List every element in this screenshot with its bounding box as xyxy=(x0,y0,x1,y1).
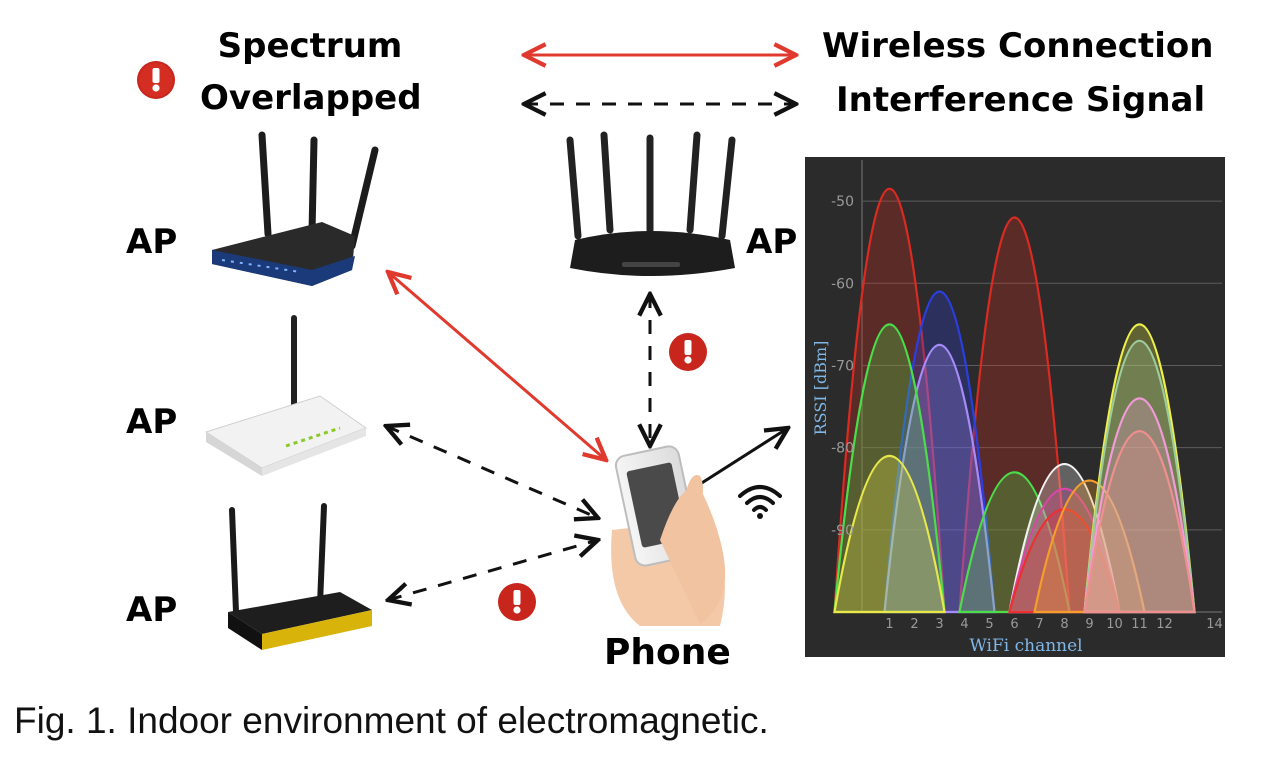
chart-channel-curve xyxy=(833,188,946,614)
chart-x-tick-label: 6 xyxy=(1010,617,1018,632)
warning-icon xyxy=(137,61,175,99)
wifi-icon xyxy=(738,485,782,519)
chart-channel-curve xyxy=(1083,397,1196,614)
chart-y-tick-label: -80 xyxy=(831,441,854,457)
phone-icon xyxy=(611,445,726,626)
chart-y-tick-label: -90 xyxy=(831,523,854,539)
chart-channel-curve xyxy=(1008,487,1121,614)
chart-channel-curve xyxy=(1083,339,1196,614)
chart-background xyxy=(805,157,1225,657)
chart-x-tick-label: 3 xyxy=(935,617,943,632)
warning-icon xyxy=(498,583,536,621)
interference-arrow-bottom-ap xyxy=(388,540,598,600)
chart-x-tick-label: 14 xyxy=(1206,617,1223,632)
legend-interference-signal: Interference Signal xyxy=(836,80,1206,120)
chart-x-tick-label: 12 xyxy=(1156,617,1173,632)
chart-x-tick-label: 7 xyxy=(1035,617,1043,632)
chart-x-tick-label: 8 xyxy=(1060,617,1068,632)
chart-x-axis-label: WiFi channel xyxy=(969,636,1082,656)
chart-x-tick-label: 9 xyxy=(1085,617,1093,632)
chart-x-tick-label: 5 xyxy=(985,617,993,632)
chart-channel-curve xyxy=(1008,463,1121,614)
legend-spectrum-line2: Overlapped xyxy=(200,78,422,118)
chart-y-tick-label: -60 xyxy=(831,276,854,292)
chart-x-tick-label: 11 xyxy=(1131,617,1148,632)
ap-label-top-center: AP xyxy=(746,222,798,262)
spectrum-chart: -50-60-70-80-901 2 3 4 5 6 7 8 9 10 11 12 14 WiFi ch… xyxy=(805,157,1225,657)
chart-x-tick-label: 2 xyxy=(910,617,918,632)
chart-x-tick-label: 1 xyxy=(885,617,893,632)
phone-label: Phone xyxy=(604,632,731,673)
chart-x-tick-label: 10 xyxy=(1106,617,1123,632)
chart-channel-curve xyxy=(883,343,996,614)
wireless-connection-arrow xyxy=(388,272,606,460)
chart-channel-curve xyxy=(833,454,946,614)
router-icon xyxy=(566,131,736,276)
chart-channel-curve xyxy=(1083,430,1196,614)
chart-x-tick-label: 4 xyxy=(960,617,968,632)
chart-channel-curve xyxy=(958,216,1071,614)
legend-spectrum-line1: Spectrum xyxy=(217,26,403,66)
router-icon xyxy=(228,503,372,650)
ap-label-bottom-left: AP xyxy=(126,590,178,630)
chart-channel-curve xyxy=(1033,479,1146,614)
router-icon xyxy=(212,131,379,286)
ap-label-middle-left: AP xyxy=(126,402,178,442)
ap-label-top-left: AP xyxy=(126,222,178,262)
interference-arrow-middle-ap xyxy=(386,426,598,518)
chart-channel-curve xyxy=(833,323,946,614)
chart-y-tick-label: -50 xyxy=(831,194,854,210)
router-icon xyxy=(204,315,368,476)
figure-caption: Fig. 1. Indoor environment of electromag… xyxy=(14,700,769,741)
legend-spectrum-overlapped: Spectrum Overlapped xyxy=(200,20,422,124)
chart-y-tick-label: -70 xyxy=(831,358,854,374)
chart-y-axis-label: RSSI [dBm] xyxy=(811,341,830,436)
phone-to-spectrum-arrow xyxy=(696,428,788,488)
warning-icon xyxy=(669,333,707,371)
legend-wireless-connection: Wireless Connection xyxy=(822,26,1214,66)
